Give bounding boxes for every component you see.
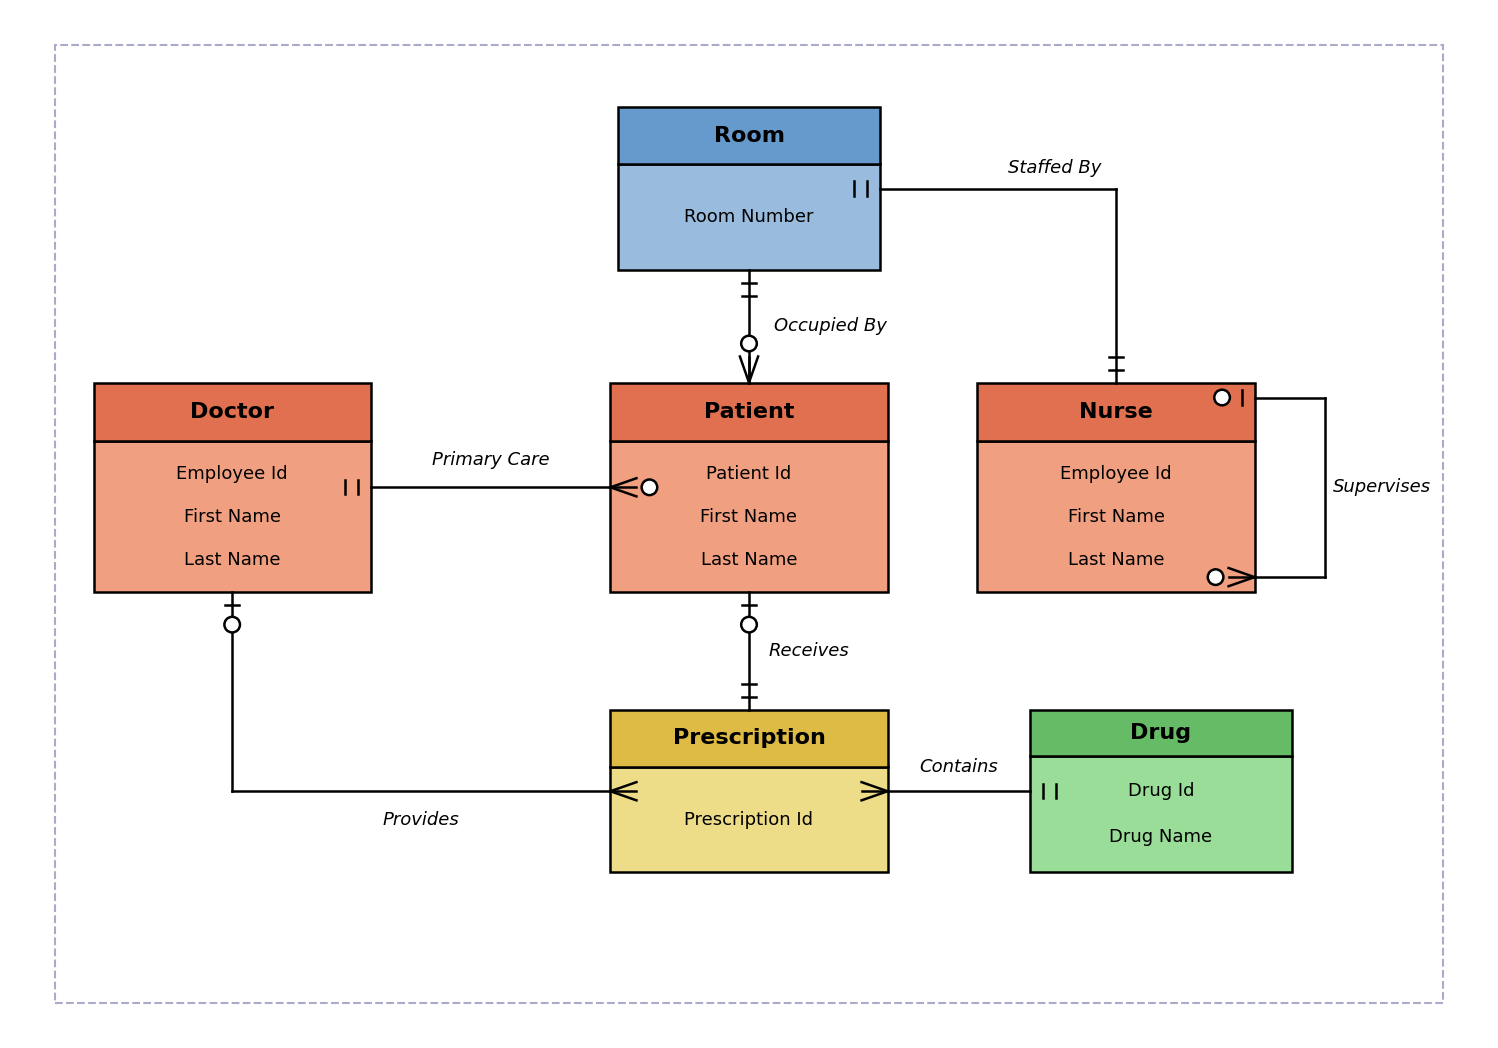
Text: Drug Id: Drug Id [1128,782,1194,800]
FancyBboxPatch shape [977,441,1255,592]
Text: Last Name: Last Name [184,551,280,569]
Text: Primary Care: Primary Care [431,452,550,470]
Text: First Name: First Name [701,507,797,526]
Circle shape [742,617,756,632]
Circle shape [1207,569,1224,585]
Text: Drug Name: Drug Name [1110,828,1212,847]
Circle shape [742,335,756,351]
FancyBboxPatch shape [619,165,881,270]
FancyBboxPatch shape [611,711,887,767]
Text: Patient Id: Patient Id [707,464,791,482]
Text: Occupied By: Occupied By [774,318,887,335]
Text: Prescription Id: Prescription Id [685,811,813,829]
Text: Patient: Patient [704,401,794,422]
Text: Supervises: Supervises [1333,478,1431,497]
Text: Room Number: Room Number [685,209,813,226]
Text: Contains: Contains [920,759,998,777]
Text: Last Name: Last Name [1068,551,1164,569]
Text: Employee Id: Employee Id [177,464,288,482]
Circle shape [225,617,240,632]
FancyBboxPatch shape [1031,756,1291,872]
FancyBboxPatch shape [619,108,881,165]
FancyBboxPatch shape [977,383,1255,441]
Text: Employee Id: Employee Id [1061,464,1171,482]
Text: Provides: Provides [383,811,460,829]
FancyBboxPatch shape [611,441,887,592]
Text: Last Name: Last Name [701,551,797,569]
Text: Drug: Drug [1131,723,1191,743]
FancyBboxPatch shape [611,383,887,441]
FancyBboxPatch shape [93,383,372,441]
Text: Doctor: Doctor [190,401,274,422]
Text: Prescription: Prescription [673,728,825,748]
Text: First Name: First Name [1068,507,1164,526]
Circle shape [641,480,658,495]
FancyBboxPatch shape [93,441,372,592]
Text: Receives: Receives [768,642,849,660]
Text: Room: Room [713,126,785,146]
FancyBboxPatch shape [611,767,887,872]
Text: Nurse: Nurse [1079,401,1153,422]
Text: Staffed By: Staffed By [1008,158,1101,177]
Text: First Name: First Name [184,507,280,526]
FancyBboxPatch shape [1031,711,1291,756]
Circle shape [1215,390,1230,406]
